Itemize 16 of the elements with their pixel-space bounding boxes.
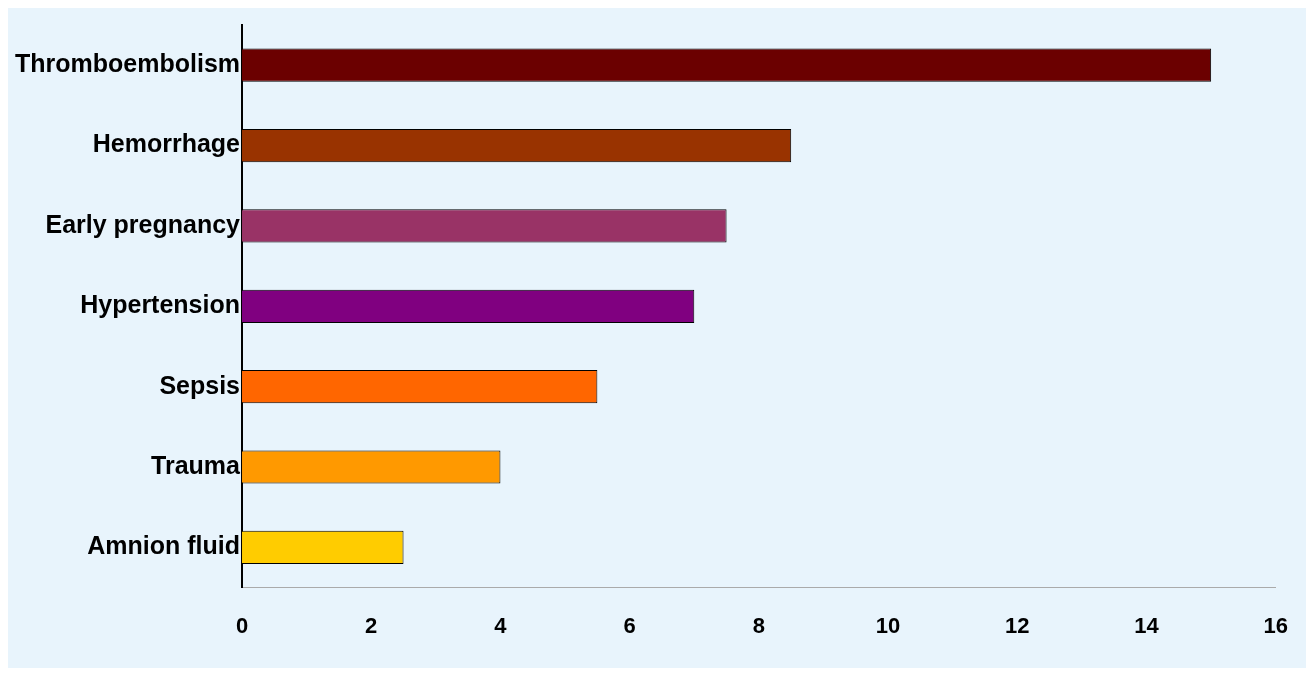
x-tick-label: 8: [752, 612, 766, 638]
x-tick-label: 16: [1263, 612, 1289, 638]
y-tick-label: Hemorrhage: [92, 129, 241, 158]
y-tick-label: Early pregnancy: [45, 209, 241, 238]
x-tick-label: 12: [1005, 612, 1030, 638]
x-tick-label: 10: [875, 612, 901, 638]
x-tick-label: 6: [623, 612, 636, 638]
x-tick-label: 0: [235, 612, 249, 638]
y-tick-label: Amnion fluid: [87, 531, 241, 560]
y-tick-label: Thromboembolism: [15, 49, 241, 78]
x-tick-label: 2: [365, 612, 378, 638]
y-tick-label: Trauma: [151, 450, 242, 479]
x-tick-label: 4: [494, 612, 508, 638]
y-tick-label: Sepsis: [159, 370, 241, 399]
y-tick-label: Hypertension: [80, 290, 241, 319]
x-tick-label: 14: [1134, 612, 1160, 638]
